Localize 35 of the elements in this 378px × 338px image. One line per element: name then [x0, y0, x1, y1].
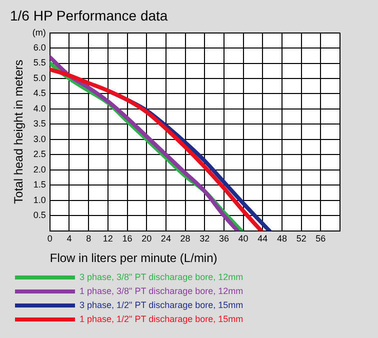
chart-title: 1/6 HP Performance data: [10, 7, 168, 24]
y-tick-label: 5.0: [33, 72, 46, 83]
x-tick-label: 8: [86, 234, 92, 244]
x-tick-label: 24: [160, 234, 171, 244]
text: 1 phase, 1/2" PT discharage bore, 15mm: [80, 314, 244, 324]
y-tick-label: 1.5: [33, 180, 46, 190]
x-tick-label: 44: [258, 234, 268, 244]
x-tick-label: 0: [47, 234, 52, 244]
x-axis-title: Flow in liters per minute (L/min): [50, 251, 218, 266]
x-tick-label: 32: [200, 234, 210, 244]
y-tick-label: 6.0: [33, 42, 46, 53]
x-tick-label: 36: [218, 234, 229, 244]
text: 1 phase, 3/8" PT discharage bore, 12mm: [80, 286, 244, 296]
x-tick-label: 28: [180, 234, 190, 244]
x-tick-label: 56: [316, 234, 326, 244]
y-tick-label: 5.5: [33, 58, 46, 68]
x-tick-label: 52: [296, 234, 306, 244]
y-tick-label: 0.5: [33, 210, 46, 220]
x-tick-label: 12: [102, 234, 113, 244]
text: 3 phase, 1/2" PT discharage bore, 15mm: [80, 300, 244, 310]
x-tick-label: 20: [142, 234, 152, 244]
y-tick-label: 2.5: [33, 149, 46, 160]
y-axis-title: Total head height in meters: [12, 60, 26, 204]
text: 3 phase, 3/8" PT discharage bore, 12mm: [80, 272, 244, 282]
y-tick-label: (m): [32, 27, 46, 38]
y-tick-label: 2.0: [33, 164, 46, 174]
y-tick-label: 4.0: [33, 103, 46, 114]
y-tick-label: 4.5: [33, 88, 46, 98]
y-tick-label: 1.0: [33, 194, 46, 205]
y-tick-label: 3.0: [33, 134, 46, 144]
x-tick-label: 16: [122, 234, 132, 244]
x-tick-label: 40: [238, 234, 248, 244]
x-tick-label: 4: [66, 234, 72, 244]
x-tick-label: 48: [276, 234, 287, 244]
y-tick-label: 3.5: [33, 118, 46, 129]
